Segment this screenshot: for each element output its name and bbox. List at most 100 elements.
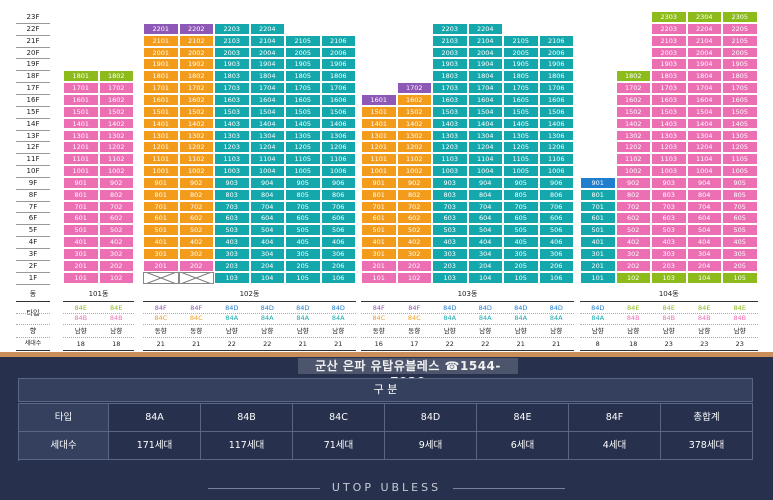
households-value: 17: [410, 340, 419, 348]
unit-cell: 1102: [178, 153, 214, 166]
unit-cell: 2105: [285, 34, 321, 47]
direction-value: 남향: [225, 327, 238, 335]
unit-cell: 1105: [722, 153, 758, 166]
type-top: 84E: [627, 304, 640, 312]
unit-cell: 2204: [686, 22, 722, 35]
unit-cell: 302: [98, 248, 134, 260]
unit-cell: [143, 271, 179, 284]
unit-cell: 1306: [320, 129, 356, 142]
chart-bottom-line: [361, 350, 574, 351]
unit-cell: 2006: [320, 46, 356, 59]
floor-label: 2F: [28, 261, 38, 270]
unit-cell: 202: [98, 259, 134, 272]
unit-cell: 1503: [214, 105, 250, 118]
unit-cell: 303: [432, 248, 468, 260]
unit-cell: 305: [722, 248, 758, 260]
households-value: 22: [263, 340, 272, 348]
floor-divider: [16, 165, 50, 167]
floor-divider: [16, 153, 50, 155]
unit-cell: 1201: [361, 141, 397, 154]
row-separator: [16, 324, 50, 326]
unit-cell: 1505: [285, 105, 321, 118]
unit-cell: 1605: [285, 93, 321, 106]
unit-cell: 701: [63, 200, 99, 213]
unit-cell: 202: [178, 259, 214, 272]
unit-cell: 1202: [615, 141, 651, 154]
unit-cell: 606: [320, 212, 356, 225]
unit-cell: 1502: [178, 105, 214, 118]
row-separator: [16, 313, 50, 315]
unit-cell: 1002: [178, 165, 214, 177]
unit-cell: 205: [285, 259, 321, 272]
unit-cell: 2304: [686, 11, 722, 23]
unit-cell: 804: [686, 188, 722, 201]
unit-cell: 1303: [432, 129, 468, 142]
type-top: 84D: [443, 304, 457, 312]
unit-cell: 302: [178, 248, 214, 260]
unit-cell: 1504: [467, 105, 503, 118]
unit-cell: 1505: [503, 105, 539, 118]
unit-cell: 1006: [320, 165, 356, 177]
chart-bottom-line: [63, 350, 134, 351]
type-bottom: 84A: [514, 314, 528, 322]
unit-cell: 204: [467, 259, 503, 272]
unit-cell: 2104: [686, 34, 722, 47]
unit-cell: 1906: [538, 58, 574, 71]
unit-cell: 502: [396, 224, 432, 237]
unit-cell: 1904: [467, 58, 503, 71]
unit-cell: 1601: [361, 93, 397, 106]
unit-cell: 1502: [396, 105, 432, 118]
unit-cell: 1801: [143, 70, 179, 83]
unit-cell: 2006: [538, 46, 574, 59]
unit-cell: 2303: [651, 11, 687, 23]
unit-cell: 1802: [178, 70, 214, 83]
unit-cell: 2004: [249, 46, 285, 59]
unit-cell: 603: [214, 212, 250, 225]
unit-cell: 1105: [285, 153, 321, 166]
unit-cell: 1205: [285, 141, 321, 154]
households-value: 21: [334, 340, 343, 348]
floor-divider: [16, 141, 50, 143]
unit-cell: 902: [98, 176, 134, 189]
unit-cell: 1401: [143, 117, 179, 130]
unit-cell: 305: [285, 248, 321, 260]
floor-divider: [16, 105, 50, 107]
summary-type-cell: 84D: [385, 404, 477, 432]
unit-cell: 306: [538, 248, 574, 260]
unit-cell: 1705: [285, 82, 321, 94]
floor-label: 12F: [26, 143, 40, 152]
row-separator: [580, 313, 758, 315]
unit-cell: 1203: [214, 141, 250, 154]
unit-cell: 1802: [98, 70, 134, 83]
households-value: 21: [298, 340, 307, 348]
summary-type-cell: 84F: [569, 404, 661, 432]
unit-cell: 102: [615, 271, 651, 284]
unit-cell: 2003: [432, 46, 468, 59]
floor-label: 1F: [28, 273, 38, 282]
unit-cell: 1405: [722, 117, 758, 130]
unit-cell: 901: [63, 176, 99, 189]
households-value: 22: [445, 340, 454, 348]
contact-watermark: 군산 은파 유탑유블레스 ☎1544-7920: [298, 358, 518, 389]
unit-cell: 1303: [651, 129, 687, 142]
unit-cell: 1406: [538, 117, 574, 130]
floor-divider: [16, 212, 50, 214]
floor-label: 13F: [26, 131, 40, 140]
unit-cell: 1502: [615, 105, 651, 118]
households-value: 21: [552, 340, 561, 348]
row-separator: [63, 337, 134, 339]
unit-cell: 502: [615, 224, 651, 237]
households-value: 23: [735, 340, 744, 348]
unit-cell: 2002: [178, 46, 214, 59]
unit-cell: 1203: [651, 141, 687, 154]
unit-cell: 2001: [143, 46, 179, 59]
unit-cell: 403: [432, 236, 468, 248]
type-top: 84F: [408, 304, 421, 312]
unit-cell: 104: [249, 271, 285, 284]
unit-cell: 1006: [538, 165, 574, 177]
unit-cell: 402: [615, 236, 651, 248]
unit-cell: 1605: [503, 93, 539, 106]
type-top: 84F: [372, 304, 385, 312]
building-name: 103동: [457, 290, 478, 298]
floor-label: 9F: [28, 178, 38, 187]
